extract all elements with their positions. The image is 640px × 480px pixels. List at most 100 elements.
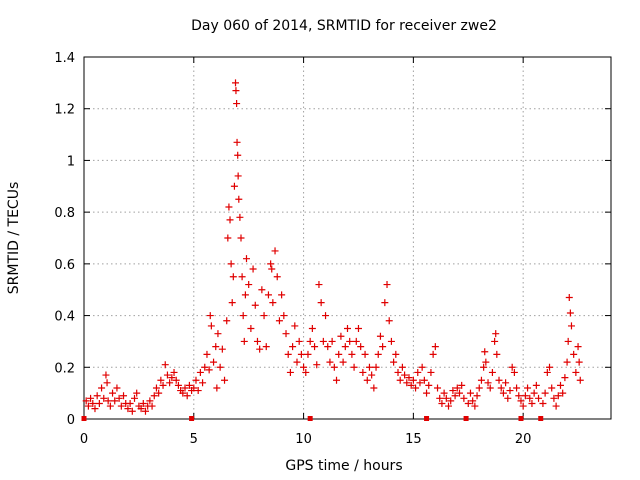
data-point <box>280 312 288 320</box>
data-point <box>359 368 367 376</box>
data-point <box>379 343 387 351</box>
data-point <box>103 379 111 387</box>
data-point <box>212 343 220 351</box>
data-point <box>297 350 305 358</box>
data-point <box>232 87 240 95</box>
data-point <box>425 381 433 389</box>
data-point <box>317 299 325 307</box>
data-point <box>300 363 308 371</box>
data-point <box>236 213 244 221</box>
data-point <box>251 301 259 309</box>
data-point <box>82 397 90 405</box>
data-point <box>480 363 488 371</box>
data-point <box>190 384 198 392</box>
data-point <box>416 379 424 387</box>
data-point <box>407 381 415 389</box>
data-point <box>423 389 431 397</box>
data-point <box>383 281 391 289</box>
data-point <box>324 343 332 351</box>
data-point <box>205 366 213 374</box>
data-point <box>224 234 232 242</box>
data-point <box>337 332 345 340</box>
y-tick-label: 1 <box>67 154 75 169</box>
data-point <box>93 392 101 400</box>
data-point <box>221 376 229 384</box>
x-axis-title: GPS time / hours <box>285 458 402 474</box>
data-point <box>528 399 536 407</box>
data-point <box>166 379 174 387</box>
data-point <box>163 371 171 379</box>
data-point <box>124 405 132 413</box>
data-point <box>228 299 236 307</box>
zero-marker <box>81 416 87 421</box>
data-point <box>98 384 106 392</box>
data-point <box>420 376 428 384</box>
data-point <box>192 376 200 384</box>
data-point <box>302 368 310 376</box>
data-point <box>239 312 247 320</box>
data-point <box>104 397 112 405</box>
data-point <box>499 389 507 397</box>
x-tick-label: 15 <box>405 432 422 447</box>
data-point <box>539 399 547 407</box>
x-tick-label: 5 <box>190 432 198 447</box>
data-point <box>148 402 156 410</box>
data-point <box>434 384 442 392</box>
data-point <box>504 394 512 402</box>
zero-markers <box>81 416 544 421</box>
data-point <box>574 343 582 351</box>
data-point <box>341 343 349 351</box>
data-point <box>350 363 358 371</box>
data-point <box>152 384 160 392</box>
data-point <box>170 368 178 376</box>
data-point <box>91 405 99 413</box>
data-point <box>275 317 283 325</box>
chart-title: Day 060 of 2014, SRMTID for receiver zwe… <box>191 18 497 34</box>
data-point <box>291 322 299 330</box>
y-tick-label: 1.4 <box>54 51 75 66</box>
data-point <box>453 384 461 392</box>
data-point <box>278 291 286 299</box>
data-point <box>126 399 134 407</box>
data-point <box>572 368 580 376</box>
data-point <box>339 358 347 366</box>
data-point <box>249 265 257 273</box>
data-point <box>120 392 128 400</box>
y-tick-label: 0.8 <box>54 206 75 221</box>
data-point <box>226 216 234 224</box>
axis-ticks: 0 0.2 0.4 0.6 0.8 1 1.2 1.4 0 5 10 15 20 <box>54 51 611 447</box>
data-point <box>146 397 154 405</box>
y-tick-label: 0 <box>67 413 75 428</box>
data-point <box>293 358 301 366</box>
data-point <box>133 389 141 397</box>
data-point <box>440 389 448 397</box>
data-point <box>570 350 578 358</box>
zero-marker <box>538 416 544 421</box>
data-point <box>493 350 501 358</box>
data-point <box>326 358 334 366</box>
data-point <box>286 368 294 376</box>
data-point <box>289 343 297 351</box>
data-point <box>216 363 224 371</box>
data-point <box>442 394 450 402</box>
data-point <box>206 312 214 320</box>
data-point <box>550 394 558 402</box>
data-point <box>396 376 404 384</box>
data-point <box>210 358 218 366</box>
data-point <box>401 371 409 379</box>
data-point <box>273 273 281 281</box>
data-point <box>517 397 525 405</box>
data-point <box>161 361 169 369</box>
data-point <box>365 363 373 371</box>
data-points <box>82 79 584 415</box>
data-point <box>464 399 472 407</box>
data-point <box>199 379 207 387</box>
data-point <box>315 281 323 289</box>
data-point <box>328 337 336 345</box>
data-point <box>436 394 444 402</box>
data-point <box>559 389 567 397</box>
data-point <box>429 350 437 358</box>
data-point <box>232 79 240 87</box>
data-point <box>372 363 380 371</box>
data-point <box>495 376 503 384</box>
